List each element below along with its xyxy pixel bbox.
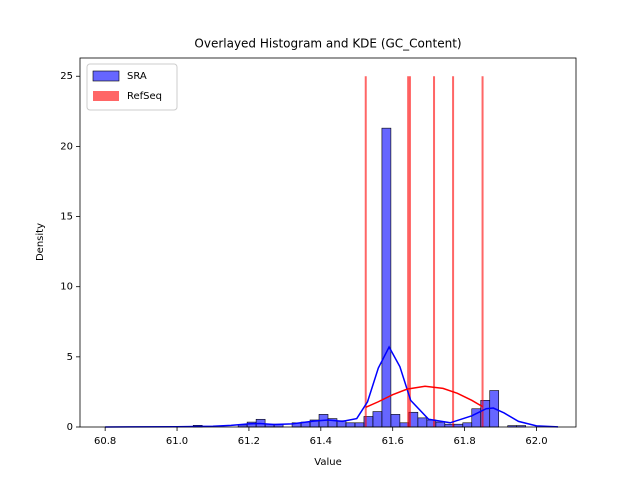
histogram-bar: [345, 422, 356, 428]
histogram-bar: [481, 76, 484, 428]
histogram-bar: [390, 414, 401, 428]
x-tick-label: 61.0: [166, 436, 188, 447]
chart-title: Overlayed Histogram and KDE (GC_Content): [194, 37, 461, 51]
histogram-bar: [354, 422, 365, 428]
y-tick-label: 5: [67, 352, 73, 363]
plot-frame: [79, 57, 577, 428]
y-tick-label: 25: [60, 71, 73, 82]
histogram-bar: [407, 76, 410, 428]
x-tick-label: 61.4: [310, 436, 332, 447]
x-tick-label: 62.0: [525, 436, 547, 447]
histogram-bar: [372, 411, 383, 428]
legend-label: RefSeq: [127, 91, 162, 102]
x-tick-label: 60.8: [94, 436, 116, 447]
legend-swatch: [93, 91, 119, 101]
y-tick-label: 20: [60, 141, 73, 152]
x-tick-label: 61.6: [382, 436, 404, 447]
x-tick-label: 61.8: [453, 436, 475, 447]
histogram-bar: [433, 76, 436, 428]
x-axis-label: Value: [314, 457, 341, 468]
histogram-bar: [417, 417, 428, 428]
y-axis-label: Density: [35, 223, 46, 261]
legend-swatch: [92, 70, 120, 82]
y-tick-label: 15: [60, 212, 73, 223]
y-tick-label: 10: [60, 282, 73, 293]
kde-line: [365, 385, 483, 409]
histogram-bar: [452, 76, 455, 428]
kde-line: [105, 345, 559, 428]
x-tick-label: 61.2: [238, 436, 260, 447]
histogram-bar: [435, 421, 446, 428]
histogram-bar: [462, 422, 473, 428]
histogram-bar: [453, 423, 464, 428]
y-tick-label: 0: [67, 422, 73, 433]
histogram-bar: [381, 127, 392, 428]
legend-label: SRA: [127, 71, 147, 82]
histogram-bar: [364, 76, 367, 428]
histogram-bar: [408, 76, 411, 428]
